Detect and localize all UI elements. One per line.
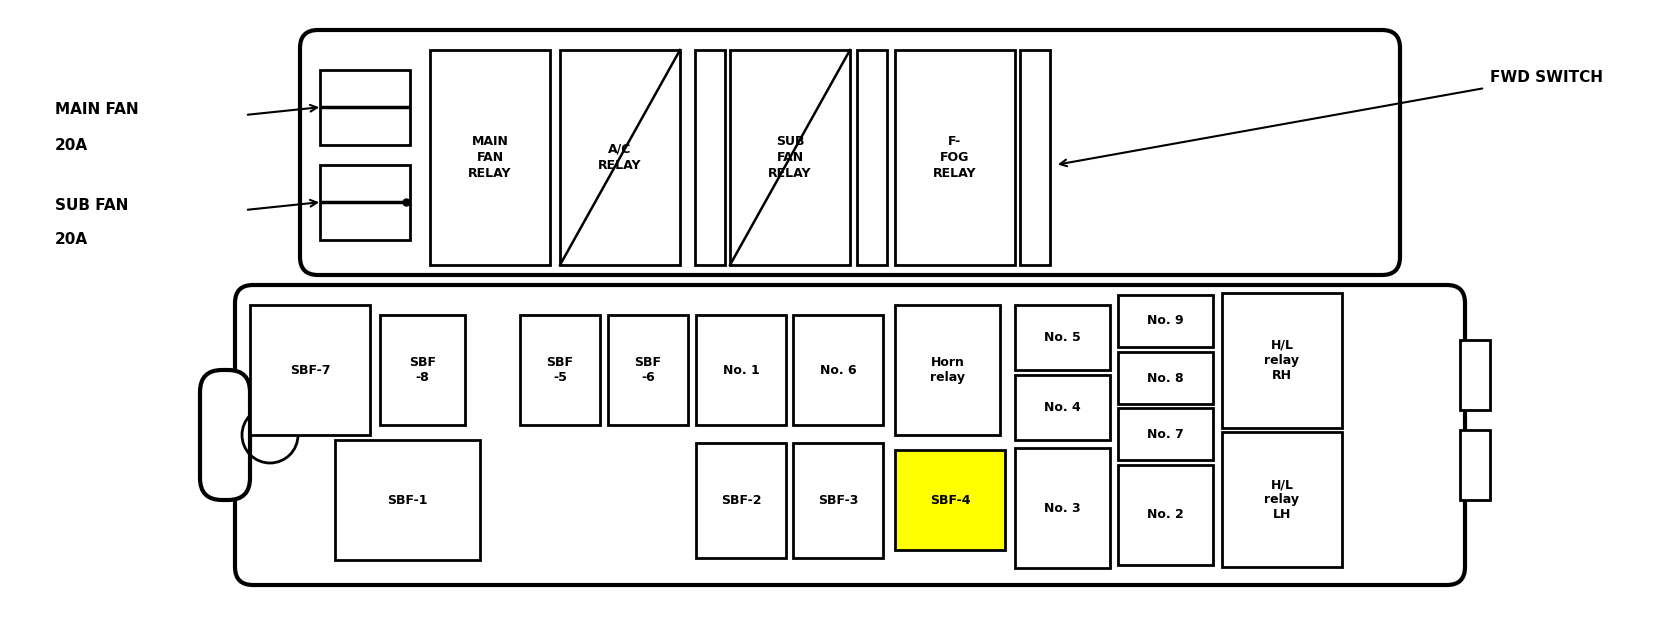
Text: SBF-1: SBF-1	[388, 494, 428, 507]
FancyBboxPatch shape	[235, 285, 1464, 585]
Text: No. 1: No. 1	[722, 363, 759, 376]
FancyBboxPatch shape	[200, 370, 250, 500]
Bar	[559, 50, 679, 265]
Bar	[1459, 430, 1489, 500]
Text: No. 2: No. 2	[1146, 508, 1183, 521]
Bar	[857, 50, 887, 265]
Bar	[729, 50, 850, 265]
Text: No. 6: No. 6	[819, 363, 855, 376]
Text: SBF-7: SBF-7	[290, 363, 329, 376]
Text: H/L
relay
RH: H/L relay RH	[1263, 339, 1298, 382]
Text: No. 7: No. 7	[1146, 428, 1183, 441]
Bar	[319, 165, 409, 240]
Text: SBF-4: SBF-4	[929, 494, 970, 507]
Text: MAIN FAN: MAIN FAN	[55, 102, 138, 117]
Text: 20A: 20A	[55, 233, 88, 247]
Bar	[1459, 340, 1489, 410]
FancyBboxPatch shape	[300, 30, 1399, 275]
Bar	[792, 443, 882, 558]
Bar	[379, 315, 464, 425]
Bar	[1221, 293, 1341, 428]
Bar	[250, 305, 369, 435]
Text: No. 8: No. 8	[1146, 371, 1183, 384]
Bar	[694, 50, 724, 265]
Text: SBF
-5: SBF -5	[546, 356, 572, 384]
Text: A/C
RELAY: A/C RELAY	[597, 143, 641, 172]
Bar	[334, 440, 479, 560]
Bar	[1015, 305, 1110, 370]
Text: MAIN
FAN
RELAY: MAIN FAN RELAY	[468, 135, 511, 180]
Text: H/L
relay
LH: H/L relay LH	[1263, 478, 1298, 521]
Bar	[696, 443, 785, 558]
Bar	[1020, 50, 1050, 265]
Text: Horn
relay: Horn relay	[930, 356, 965, 384]
Bar	[319, 70, 409, 145]
Bar	[1015, 448, 1110, 568]
Bar	[895, 50, 1015, 265]
Bar	[1117, 295, 1213, 347]
Bar	[1117, 408, 1213, 460]
Bar	[519, 315, 599, 425]
Text: 20A: 20A	[55, 138, 88, 152]
Text: SBF-2: SBF-2	[721, 494, 760, 507]
Bar	[696, 315, 785, 425]
Text: F-
FOG
RELAY: F- FOG RELAY	[934, 135, 977, 180]
Text: SUB
FAN
RELAY: SUB FAN RELAY	[767, 135, 812, 180]
Text: SBF-3: SBF-3	[817, 494, 857, 507]
Text: No. 9: No. 9	[1146, 315, 1183, 328]
Text: No. 3: No. 3	[1043, 502, 1080, 515]
Bar	[1117, 465, 1213, 565]
Text: FWD SWITCH: FWD SWITCH	[1489, 70, 1602, 86]
Bar	[895, 305, 1000, 435]
Bar	[429, 50, 549, 265]
Bar	[1117, 352, 1213, 404]
Bar	[1015, 375, 1110, 440]
Bar	[607, 315, 687, 425]
Bar	[1221, 432, 1341, 567]
Text: SBF
-8: SBF -8	[409, 356, 436, 384]
Text: SUB FAN: SUB FAN	[55, 197, 128, 212]
Text: No. 5: No. 5	[1043, 331, 1080, 344]
Text: No. 4: No. 4	[1043, 401, 1080, 414]
Bar	[895, 450, 1005, 550]
Text: SBF
-6: SBF -6	[634, 356, 661, 384]
Bar	[792, 315, 882, 425]
